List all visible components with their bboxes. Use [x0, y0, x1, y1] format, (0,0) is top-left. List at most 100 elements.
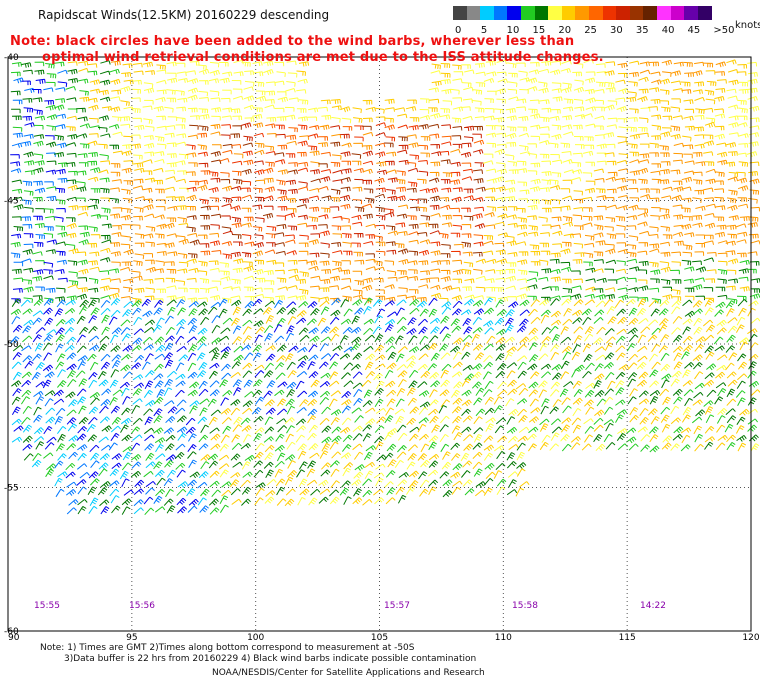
wind-barb — [552, 372, 562, 381]
wind-barb — [242, 150, 253, 156]
legend-unit: knots — [735, 20, 760, 31]
wind-barb — [717, 354, 728, 361]
wind-barb — [264, 186, 275, 193]
wind-barb — [10, 168, 22, 174]
wind-barb — [155, 443, 164, 453]
wind-barb — [241, 207, 252, 213]
wind-barb — [252, 344, 263, 353]
wind-barb — [218, 335, 230, 342]
wind-barb — [244, 391, 255, 398]
wind-barb — [288, 345, 299, 353]
longitude-label: 120 — [742, 633, 759, 643]
wind-barb — [198, 380, 208, 389]
wind-barb — [637, 269, 648, 275]
wind-barb — [629, 170, 640, 176]
wind-barb — [639, 407, 649, 416]
wind-barb — [329, 326, 339, 334]
wind-barb — [198, 308, 208, 316]
wind-barb — [727, 317, 738, 324]
wind-barb — [694, 81, 705, 87]
wind-barb — [340, 177, 351, 183]
wind-barb — [616, 308, 627, 316]
wind-barb — [243, 286, 254, 292]
wind-barb — [255, 95, 267, 102]
wind-barb — [99, 335, 110, 343]
wind-barb — [495, 353, 505, 362]
wind-barb — [572, 407, 582, 417]
wind-barb — [197, 144, 207, 151]
wind-barb — [594, 346, 605, 353]
wind-barb — [563, 381, 574, 388]
wind-barb — [484, 462, 495, 470]
wind-barb — [407, 444, 418, 452]
wind-barb — [441, 88, 452, 95]
wind-barb — [276, 307, 287, 315]
wind-barb — [737, 203, 749, 209]
wind-barb — [11, 418, 22, 426]
wind-barb — [253, 460, 264, 468]
wind-barb — [442, 479, 453, 487]
wind-barb — [671, 98, 681, 103]
wind-barb — [297, 450, 307, 460]
wind-barb — [10, 161, 21, 167]
wind-barb — [671, 327, 681, 335]
wind-barb — [363, 345, 374, 353]
wind-barb — [659, 388, 670, 397]
wind-barb — [31, 371, 41, 381]
wind-barb — [57, 69, 68, 75]
wind-barb — [144, 507, 155, 516]
wind-barb — [164, 378, 174, 388]
wind-barb — [78, 268, 89, 275]
wind-barb — [22, 224, 33, 229]
wind-barb — [395, 222, 406, 228]
wind-barb — [88, 379, 98, 389]
wind-barb — [145, 70, 155, 75]
wind-barb — [671, 306, 681, 315]
wind-barb — [439, 424, 449, 433]
wind-barb — [636, 379, 648, 387]
wind-barb — [439, 433, 449, 443]
wind-barb — [662, 396, 671, 406]
wind-barb — [670, 443, 680, 451]
wind-barb — [99, 177, 110, 183]
wind-barb — [750, 240, 760, 245]
wind-barb — [563, 131, 574, 136]
wind-barb — [263, 436, 274, 443]
wind-barb — [452, 143, 463, 149]
wind-barb — [551, 82, 562, 88]
wind-barb — [109, 334, 119, 344]
wind-barb — [284, 417, 295, 424]
wind-barb — [362, 424, 373, 432]
wind-barb — [727, 278, 738, 284]
wind-barb — [670, 378, 680, 387]
wind-barb — [430, 70, 441, 75]
wind-barb — [508, 408, 519, 416]
wind-barb — [573, 326, 584, 334]
wind-barb — [560, 434, 570, 442]
wind-barb — [431, 260, 442, 266]
wind-barb — [43, 298, 54, 306]
wind-barb — [232, 178, 243, 185]
wind-barb — [97, 487, 108, 496]
wind-barb — [519, 318, 529, 327]
wind-barb — [418, 407, 429, 415]
wind-barb — [308, 239, 319, 245]
wind-barb — [461, 426, 472, 434]
wind-barb — [156, 69, 167, 75]
wind-barb — [496, 478, 507, 487]
wind-barb — [451, 117, 462, 123]
wind-barb — [175, 124, 186, 129]
wind-barb — [252, 204, 263, 210]
wind-barb — [276, 498, 287, 506]
wind-barb — [441, 363, 452, 371]
wind-barb — [288, 97, 299, 102]
wind-barb — [255, 442, 265, 451]
wind-barb — [560, 142, 570, 148]
wind-barb — [593, 417, 604, 425]
wind-barb — [222, 297, 232, 304]
wind-barb — [307, 260, 318, 266]
wind-barb — [584, 293, 595, 299]
wind-barb — [110, 242, 120, 247]
wind-barb — [209, 240, 221, 247]
wind-barb — [626, 179, 637, 184]
